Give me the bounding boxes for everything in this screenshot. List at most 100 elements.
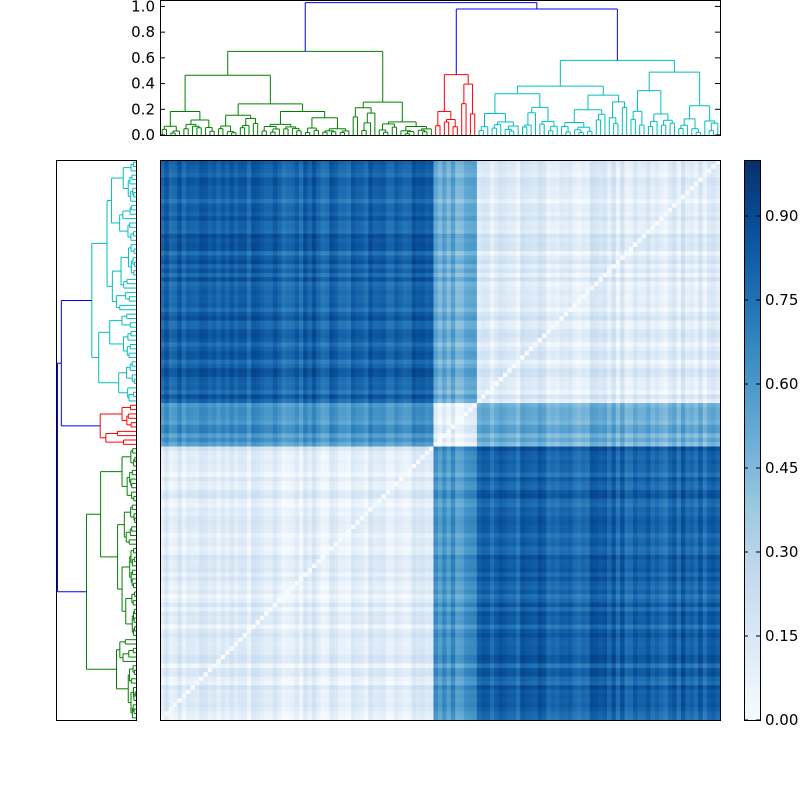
heatmap-cell	[715, 220, 721, 226]
heatmap-cell	[485, 173, 491, 178]
heatmap-cell	[607, 168, 612, 174]
heatmap-cell	[390, 259, 395, 265]
heatmap-cell	[633, 251, 638, 256]
heatmap-cell	[442, 259, 447, 265]
heatmap-cell	[433, 277, 439, 282]
heatmap-cell	[407, 277, 413, 282]
heatmap-cell	[307, 246, 313, 252]
heatmap-cell	[563, 225, 569, 230]
heatmap-cell	[164, 173, 170, 178]
heatmap-cell	[641, 268, 647, 274]
heatmap-cell	[229, 281, 235, 287]
heatmap-cell	[646, 251, 651, 256]
heatmap-cell	[194, 194, 200, 200]
heatmap-cell	[446, 264, 452, 269]
heatmap-cell	[511, 290, 517, 295]
heatmap-cell	[520, 160, 525, 165]
heatmap-cell	[212, 199, 217, 204]
heatmap-cell	[563, 238, 569, 243]
heatmap-cell	[442, 281, 447, 287]
heatmap-cell	[472, 203, 478, 209]
heatmap-cell	[303, 259, 308, 265]
heatmap-cell	[225, 168, 230, 174]
heatmap-cell	[481, 229, 486, 235]
heatmap-cell	[550, 251, 556, 256]
heatmap-cell	[680, 290, 686, 295]
heatmap-cell	[524, 264, 530, 269]
heatmap-cell	[602, 160, 608, 165]
heatmap-cell	[706, 225, 712, 230]
heatmap-cell	[424, 294, 430, 300]
heatmap-cell	[654, 251, 660, 256]
heatmap-cell	[377, 190, 382, 196]
heatmap-cell	[251, 220, 256, 226]
heatmap-cell	[542, 181, 547, 187]
heatmap-cell	[494, 168, 499, 174]
heatmap-cell	[594, 160, 599, 165]
heatmap-cell	[450, 186, 456, 191]
heatmap-cell	[355, 164, 361, 170]
heatmap-cell	[476, 281, 482, 287]
heatmap-cell	[242, 168, 248, 174]
heatmap-cell	[233, 190, 239, 196]
heatmap-cell	[190, 246, 196, 252]
heatmap-cell	[294, 160, 300, 165]
heatmap-cell	[311, 238, 317, 243]
heatmap-cell	[546, 212, 552, 217]
heatmap-cell	[424, 168, 430, 174]
heatmap-cell	[316, 194, 321, 200]
heatmap-cell	[277, 207, 282, 213]
heatmap-cell	[646, 225, 651, 230]
heatmap-cell	[407, 290, 413, 295]
heatmap-cell	[259, 268, 265, 274]
heatmap-cell	[663, 229, 669, 235]
heatmap-cell	[311, 220, 317, 226]
heatmap-cell	[381, 207, 387, 213]
top-ytick-label: 0.0	[131, 126, 155, 144]
heatmap-cell	[398, 285, 404, 291]
heatmap-cell	[298, 181, 304, 187]
heatmap-cell	[337, 186, 343, 191]
heatmap-cell	[246, 216, 252, 222]
heatmap-cell	[502, 246, 508, 252]
heatmap-cell	[303, 251, 308, 256]
heatmap-cell	[594, 294, 599, 300]
heatmap-cell	[307, 203, 313, 209]
heatmap-cell	[385, 216, 391, 222]
heatmap-cell	[615, 220, 621, 226]
heatmap-cell	[515, 190, 521, 196]
heatmap-cell	[463, 212, 469, 217]
heatmap-cell	[489, 264, 495, 269]
heatmap-cell	[342, 220, 348, 226]
heatmap-cell	[507, 225, 512, 230]
heatmap-cell	[641, 251, 647, 256]
heatmap-cell	[364, 181, 369, 187]
heatmap-cell	[607, 160, 612, 165]
heatmap-cell	[702, 246, 708, 252]
heatmap-cell	[685, 168, 690, 174]
heatmap-cell	[364, 251, 369, 256]
heatmap-cell	[654, 220, 660, 226]
heatmap-cell	[290, 181, 295, 187]
heatmap-cell	[455, 259, 460, 265]
heatmap-cell	[494, 294, 499, 300]
heatmap-cell	[507, 203, 512, 209]
heatmap-cell	[407, 212, 413, 217]
heatmap-cell	[459, 259, 465, 265]
heatmap-cell	[394, 190, 400, 196]
heatmap-cell	[585, 272, 591, 278]
heatmap-cell	[420, 264, 426, 269]
heatmap-cell	[576, 168, 582, 174]
heatmap-cell	[472, 177, 478, 183]
heatmap-cell	[290, 199, 295, 204]
heatmap-cell	[285, 272, 291, 278]
heatmap-cell	[303, 164, 308, 170]
heatmap-cell	[303, 290, 308, 295]
heatmap-cell	[676, 225, 682, 230]
heatmap-cell	[715, 186, 721, 191]
heatmap-cell	[607, 181, 612, 187]
heatmap-cell	[550, 277, 556, 282]
heatmap-cell	[329, 203, 334, 209]
heatmap-cell	[598, 220, 604, 226]
heatmap-cell	[568, 199, 573, 204]
